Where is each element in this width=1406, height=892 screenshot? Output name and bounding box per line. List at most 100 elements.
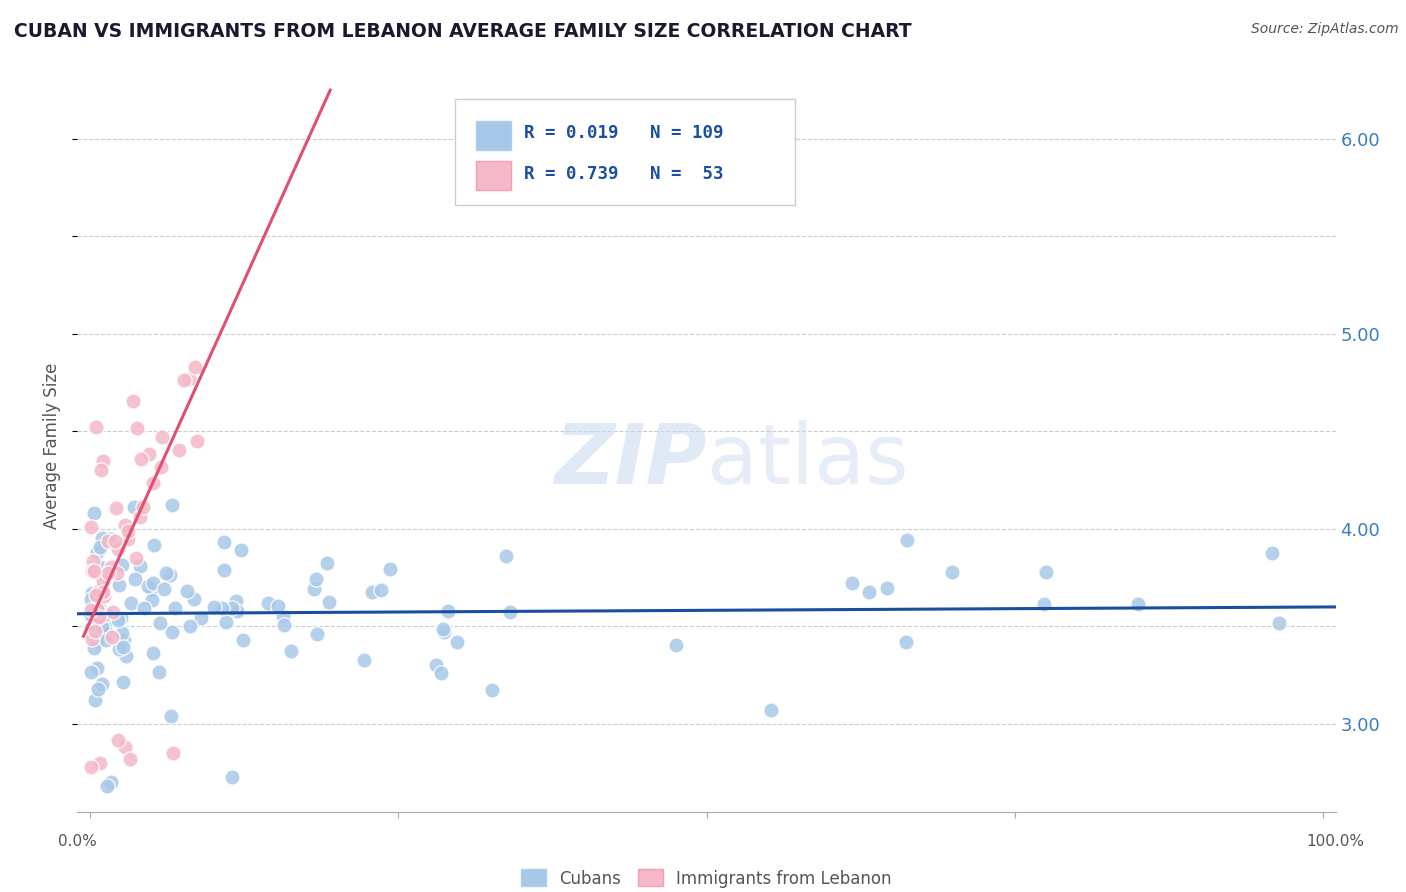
Immigrants from Lebanon	[129, 451, 152, 466]
Immigrants from Lebanon	[87, 603, 110, 617]
Immigrants from Lebanon	[86, 611, 108, 625]
Cubans	[80, 586, 103, 600]
Cubans	[132, 601, 155, 615]
Immigrants from Lebanon	[93, 568, 115, 582]
Cubans	[80, 665, 103, 680]
Cubans	[128, 559, 150, 574]
Cubans	[80, 622, 103, 636]
Cubans	[941, 565, 963, 579]
Immigrants from Lebanon	[186, 434, 208, 448]
Cubans	[90, 531, 112, 545]
Cubans	[190, 610, 212, 624]
Cubans	[149, 615, 172, 630]
Immigrants from Lebanon	[86, 602, 108, 616]
Cubans	[318, 595, 340, 609]
Immigrants from Lebanon	[80, 603, 103, 617]
Cubans	[120, 596, 142, 610]
Cubans	[202, 600, 225, 615]
Immigrants from Lebanon	[107, 732, 129, 747]
Immigrants from Lebanon	[149, 460, 172, 475]
Immigrants from Lebanon	[127, 421, 149, 435]
Cubans	[176, 583, 198, 598]
Cubans	[429, 665, 451, 680]
Cubans	[138, 579, 160, 593]
Cubans	[446, 634, 468, 648]
Cubans	[110, 611, 132, 625]
Cubans	[160, 625, 183, 640]
Cubans	[225, 593, 247, 607]
Immigrants from Lebanon	[104, 534, 127, 549]
Cubans	[89, 540, 111, 554]
Cubans	[84, 693, 107, 707]
Text: ZIP: ZIP	[554, 420, 707, 501]
Immigrants from Lebanon	[177, 372, 200, 386]
Immigrants from Lebanon	[114, 740, 136, 755]
Cubans	[107, 578, 129, 592]
Cubans	[1260, 546, 1282, 560]
Cubans	[165, 601, 187, 615]
Cubans	[159, 568, 181, 582]
Cubans	[87, 681, 110, 696]
Cubans	[80, 604, 103, 618]
Cubans	[425, 658, 447, 673]
Immigrants from Lebanon	[105, 566, 128, 580]
Cubans	[437, 604, 460, 618]
Cubans	[665, 638, 688, 652]
Cubans	[83, 506, 105, 520]
Immigrants from Lebanon	[97, 533, 120, 548]
Immigrants from Lebanon	[118, 752, 141, 766]
Cubans	[761, 703, 783, 717]
Cubans	[256, 596, 278, 610]
Immigrants from Lebanon	[117, 532, 139, 546]
Cubans	[273, 617, 295, 632]
Cubans	[124, 572, 146, 586]
Cubans	[225, 604, 247, 618]
Cubans	[86, 634, 108, 648]
Cubans	[499, 605, 522, 619]
Cubans	[370, 582, 392, 597]
Cubans	[179, 619, 201, 633]
Cubans	[142, 576, 165, 591]
Cubans	[96, 780, 118, 794]
Immigrants from Lebanon	[89, 756, 111, 770]
Cubans	[155, 566, 177, 581]
Cubans	[94, 619, 117, 633]
Cubans	[361, 584, 384, 599]
Immigrants from Lebanon	[90, 463, 112, 477]
Cubans	[83, 607, 105, 622]
Cubans	[142, 646, 165, 660]
Immigrants from Lebanon	[167, 443, 190, 458]
Bar	[477, 161, 512, 190]
Immigrants from Lebanon	[91, 585, 114, 599]
Cubans	[141, 593, 163, 607]
Cubans	[212, 563, 235, 577]
Immigrants from Lebanon	[152, 430, 174, 444]
Cubans	[229, 542, 252, 557]
Immigrants from Lebanon	[82, 565, 104, 579]
Cubans	[110, 558, 132, 572]
Cubans	[316, 556, 339, 570]
Cubans	[80, 607, 103, 622]
Text: R = 0.019   N = 109: R = 0.019 N = 109	[524, 124, 724, 142]
Cubans	[894, 635, 917, 649]
Immigrants from Lebanon	[132, 500, 155, 514]
Immigrants from Lebanon	[101, 605, 124, 619]
Text: atlas: atlas	[707, 420, 908, 501]
Cubans	[143, 537, 166, 551]
Cubans	[232, 633, 254, 648]
Cubans	[148, 665, 170, 679]
Cubans	[858, 584, 880, 599]
Text: R = 0.739   N =  53: R = 0.739 N = 53	[524, 165, 724, 183]
Immigrants from Lebanon	[80, 760, 103, 774]
Immigrants from Lebanon	[162, 746, 184, 760]
Cubans	[87, 608, 110, 623]
Immigrants from Lebanon	[138, 448, 160, 462]
Cubans	[280, 644, 302, 658]
Cubans	[160, 709, 183, 723]
Cubans	[87, 599, 110, 614]
Cubans	[183, 592, 205, 607]
Immigrants from Lebanon	[83, 564, 105, 578]
Cubans	[112, 674, 135, 689]
Legend: Cubans, Immigrants from Lebanon: Cubans, Immigrants from Lebanon	[522, 870, 891, 888]
Cubans	[305, 572, 328, 586]
